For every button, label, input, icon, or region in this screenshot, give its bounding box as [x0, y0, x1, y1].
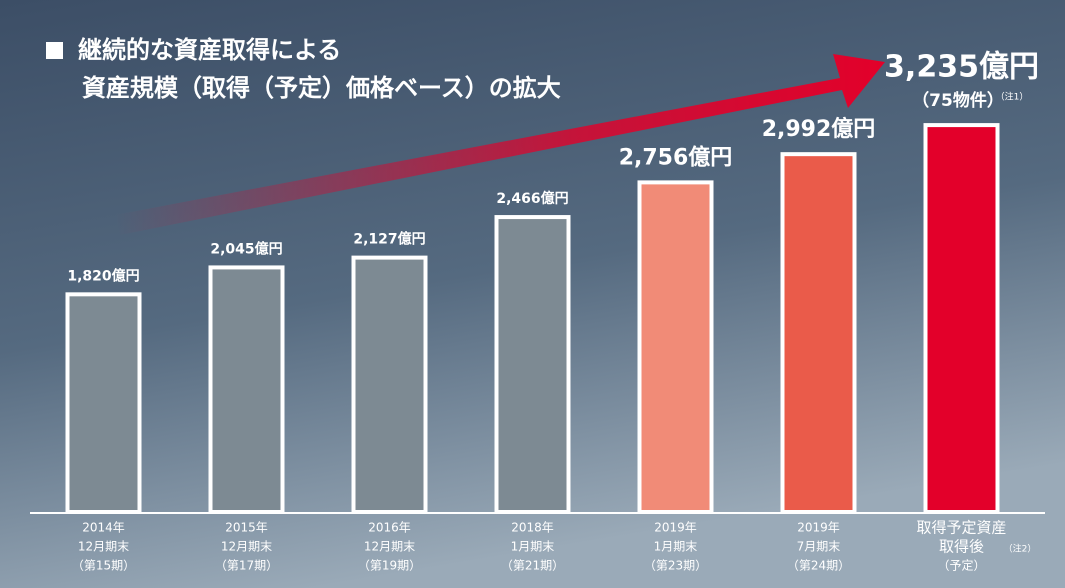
value-label: 2,992億円: [762, 116, 876, 142]
bar: [211, 267, 283, 512]
x-tick-label: （第19期）: [358, 559, 421, 573]
x-tick-label: 7月期末: [797, 540, 841, 554]
x-tick-label: （第17期）: [215, 559, 278, 573]
value-label: 2,045億円: [210, 240, 282, 257]
bar: [783, 154, 855, 512]
x-tick-label: （予定）: [937, 558, 985, 573]
value-label: 1,820億円: [67, 267, 139, 284]
x-tick-label: （第23期）: [644, 559, 707, 573]
chart-title: 継続的な資産取得による: [78, 36, 341, 64]
x-tick-label: （第21期）: [501, 559, 564, 573]
annotation: （注2）: [1004, 543, 1037, 555]
annotation: （注1）: [996, 91, 1029, 103]
value-label: 3,235億円: [884, 50, 1039, 85]
x-tick-label: 2018年: [511, 521, 554, 535]
x-tick-label: 2019年: [654, 521, 697, 535]
x-tick-label: （第15期）: [72, 559, 135, 573]
x-tick-label: 12月期末: [221, 540, 272, 554]
x-tick-label: 12月期末: [78, 540, 129, 554]
x-tick-label: 2019年: [797, 521, 840, 535]
annotation: （75物件）: [912, 90, 1004, 111]
value-label: 2,466億円: [496, 190, 568, 207]
x-tick-label: 2014年: [82, 521, 125, 535]
value-label: 2,127億円: [353, 231, 425, 248]
value-label: 2,756億円: [619, 144, 733, 170]
x-tick-label: 1月期末: [654, 540, 698, 554]
x-tick-label: 2015年: [225, 521, 268, 535]
x-tick-label: 2016年: [368, 521, 411, 535]
bar: [926, 125, 998, 512]
bar: [68, 294, 140, 512]
bar: [354, 258, 426, 512]
x-tick-label: （第24期）: [787, 559, 850, 573]
x-tick-label: 12月期末: [364, 540, 415, 554]
x-tick-label: 1月期末: [511, 540, 555, 554]
x-tick-label: 取得後: [939, 538, 984, 556]
chart: 継続的な資産取得による 資産規模（取得（予定）価格ベース）の拡大 （75物件） …: [0, 0, 1065, 588]
title-bullet: [46, 42, 63, 59]
chart-title: 資産規模（取得（予定）価格ベース）の拡大: [82, 74, 561, 102]
bar: [640, 182, 712, 512]
bar: [497, 217, 569, 512]
x-tick-label: 取得予定資産: [916, 519, 1006, 537]
